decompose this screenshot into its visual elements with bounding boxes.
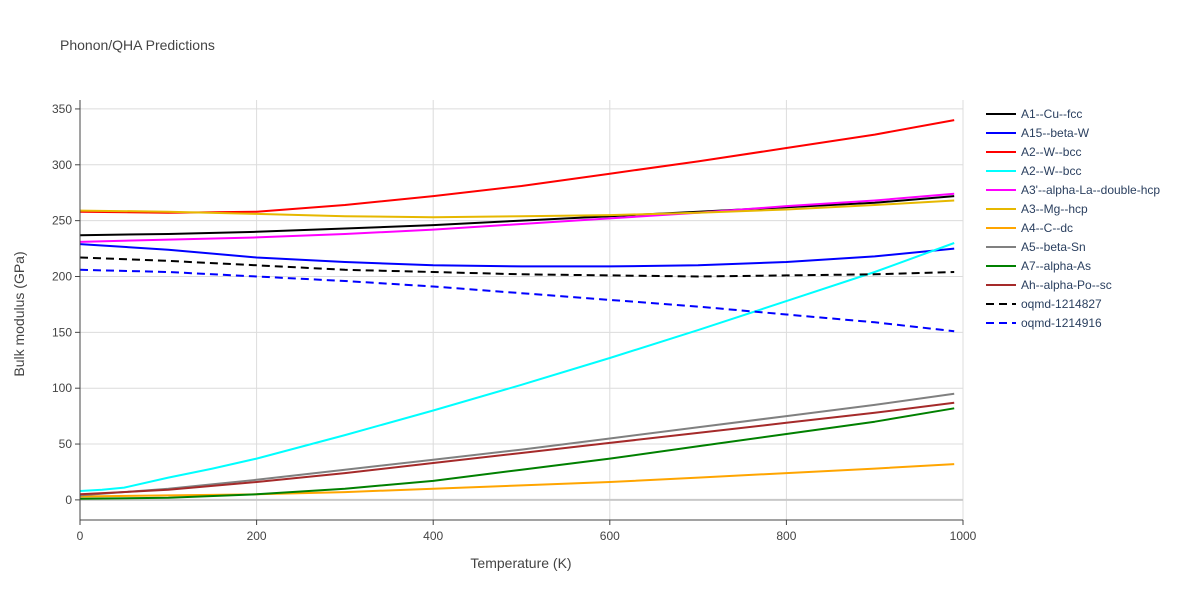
- series-line: [79, 243, 955, 268]
- x-tick-label: 400: [423, 529, 443, 543]
- legend-label: oqmd-1214916: [1021, 316, 1102, 330]
- y-tick-label: 200: [52, 269, 72, 283]
- y-tick-label: 150: [52, 325, 72, 339]
- legend-item[interactable]: A15--beta-W: [986, 126, 1090, 140]
- y-tick-label: 350: [52, 102, 72, 116]
- series-line: [79, 119, 955, 214]
- legend-item[interactable]: A2--W--bcc: [986, 145, 1081, 159]
- y-tick-label: 50: [59, 437, 73, 451]
- x-tick-label: 600: [600, 529, 620, 543]
- legend[interactable]: A1--Cu--fcc A15--beta-W A2--W--bcc A2--W--b…: [986, 107, 1160, 330]
- chart-title: Phonon/QHA Predictions: [60, 37, 215, 53]
- legend-item[interactable]: A3--Mg--hcp: [986, 202, 1088, 216]
- series-line: [79, 407, 955, 500]
- x-axis-title: Temperature (K): [470, 555, 571, 571]
- series-line: [79, 195, 955, 237]
- series-line: [79, 192, 955, 243]
- legend-label: Ah--alpha-Po--sc: [1021, 278, 1112, 292]
- x-tick-label: 800: [776, 529, 796, 543]
- series-line: [79, 401, 955, 496]
- x-tick-label: 0: [77, 529, 84, 543]
- legend-label: oqmd-1214827: [1021, 297, 1102, 311]
- legend-item[interactable]: oqmd-1214827: [986, 297, 1102, 311]
- y-axis-title: Bulk modulus (GPa): [11, 251, 27, 376]
- legend-item[interactable]: A3'--alpha-La--double-hcp: [986, 183, 1160, 197]
- series-line: [79, 268, 955, 333]
- x-tick-label: 200: [247, 529, 267, 543]
- y-tick-label: 0: [65, 493, 72, 507]
- legend-label: A5--beta-Sn: [1021, 240, 1086, 254]
- legend-label: A3--Mg--hcp: [1021, 202, 1088, 216]
- legend-item[interactable]: A7--alpha-As: [986, 259, 1091, 273]
- legend-label: A15--beta-W: [1021, 126, 1090, 140]
- x-tick-label: 1000: [950, 529, 977, 543]
- legend-label: A1--Cu--fcc: [1021, 107, 1082, 121]
- y-tick-label: 250: [52, 214, 72, 228]
- grid: [80, 100, 964, 520]
- y-tick-label: 300: [52, 158, 72, 172]
- series-line: [79, 392, 955, 497]
- series-line: [79, 199, 955, 219]
- legend-label: A7--alpha-As: [1021, 259, 1091, 273]
- series-line: [79, 242, 955, 492]
- legend-label: A2--W--bcc: [1021, 145, 1081, 159]
- legend-item[interactable]: A2--W--bcc: [986, 164, 1081, 178]
- legend-label: A4--C--dc: [1021, 221, 1073, 235]
- series-layer: [79, 119, 955, 500]
- series-line: [79, 256, 955, 278]
- legend-item[interactable]: Ah--alpha-Po--sc: [986, 278, 1112, 292]
- legend-label: A3'--alpha-La--double-hcp: [1021, 183, 1160, 197]
- axes: 0 200 400 600 800 1000 0 50 100 150 200 250 300 350: [52, 100, 977, 543]
- legend-item[interactable]: oqmd-1214916: [986, 316, 1102, 330]
- legend-label: A2--W--bcc: [1021, 164, 1081, 178]
- legend-item[interactable]: A5--beta-Sn: [986, 240, 1086, 254]
- y-tick-label: 100: [52, 381, 72, 395]
- legend-item[interactable]: A1--Cu--fcc: [986, 107, 1082, 121]
- legend-item[interactable]: A4--C--dc: [986, 221, 1073, 235]
